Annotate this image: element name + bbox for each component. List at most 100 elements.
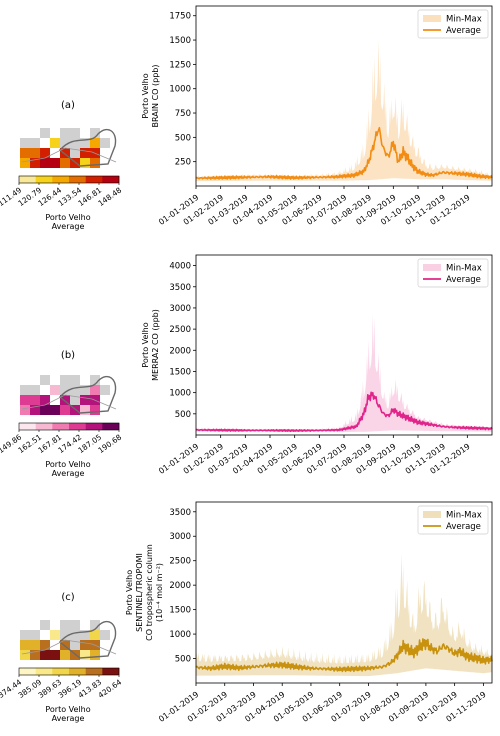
map-cell bbox=[60, 405, 70, 415]
colorbar-segment bbox=[85, 668, 103, 675]
legend-label-average: Average bbox=[446, 26, 481, 36]
colorbar-segment bbox=[102, 668, 120, 675]
map-panel-1: (a)111.49120.79126.44133.54146.81148.48P… bbox=[0, 100, 123, 231]
colorbar-segment bbox=[52, 423, 70, 430]
map-cell bbox=[30, 395, 40, 405]
y-tick-label: 500 bbox=[175, 133, 191, 143]
colorbar-segment bbox=[35, 176, 53, 183]
map-cell bbox=[80, 405, 90, 415]
y-tick-label: 3500 bbox=[169, 508, 191, 518]
y-tick-label: 2000 bbox=[169, 581, 191, 591]
y-axis-label-line: (10⁻⁴ mol m⁻²) bbox=[155, 563, 164, 622]
map-caption-line: Porto Velho bbox=[45, 705, 90, 714]
map-cell bbox=[20, 138, 30, 148]
map-cell bbox=[90, 650, 100, 660]
y-tick-label: 1000 bbox=[169, 389, 191, 399]
y-axis-label-line: BRAIN CO (ppb) bbox=[151, 65, 160, 128]
map-cell bbox=[50, 385, 60, 395]
map-cell bbox=[60, 158, 70, 168]
map-cell bbox=[30, 640, 40, 650]
map-cell bbox=[90, 128, 100, 138]
legend-swatch-minmax bbox=[423, 15, 441, 22]
map-cell bbox=[20, 630, 30, 640]
map-cell bbox=[40, 405, 50, 415]
map-caption-line: Average bbox=[52, 222, 85, 231]
map-cell bbox=[80, 640, 90, 650]
colorbar-segment bbox=[19, 423, 36, 430]
map-cell bbox=[40, 128, 50, 138]
chart-panel-1: 250500750100012501500175001-01-201901-02… bbox=[141, 5, 493, 227]
colorbar-segment bbox=[69, 423, 86, 430]
map-cell bbox=[70, 640, 80, 650]
map-cell bbox=[70, 650, 80, 660]
map-cell bbox=[30, 138, 40, 148]
colorbar-tick-label: 190.68 bbox=[96, 432, 123, 455]
map-cell bbox=[20, 385, 30, 395]
y-tick-label: 1000 bbox=[169, 630, 191, 640]
y-tick-label: 2500 bbox=[169, 557, 191, 567]
y-tick-label: 500 bbox=[175, 655, 191, 665]
y-tick-label: 3000 bbox=[169, 532, 191, 542]
colorbar-segment bbox=[102, 423, 120, 430]
map-cell bbox=[30, 158, 40, 168]
map-river-line bbox=[21, 394, 117, 410]
colorbar-segment bbox=[85, 176, 103, 183]
map-cell bbox=[100, 138, 110, 148]
map-cell bbox=[60, 630, 70, 640]
y-tick-label: 3000 bbox=[169, 304, 191, 314]
map-cell bbox=[60, 640, 70, 650]
map-panel-label: (c) bbox=[61, 592, 74, 603]
series-minmax-band bbox=[196, 314, 492, 432]
map-cell bbox=[60, 128, 70, 138]
colorbar-segment bbox=[102, 176, 120, 183]
map-cell bbox=[20, 148, 30, 158]
colorbar-segment bbox=[19, 176, 36, 183]
y-tick-label: 1250 bbox=[169, 60, 191, 70]
map-cell bbox=[60, 148, 70, 158]
map-cell bbox=[60, 385, 70, 395]
legend-label-minmax: Min-Max bbox=[446, 511, 482, 521]
y-tick-label: 750 bbox=[175, 109, 191, 119]
colorbar-segment bbox=[69, 176, 86, 183]
map-cell bbox=[80, 148, 90, 158]
map-boundary-outline bbox=[58, 375, 117, 414]
plot-frame bbox=[195, 501, 493, 684]
map-cell bbox=[90, 158, 100, 168]
map-river-line bbox=[21, 147, 117, 163]
map-cell bbox=[30, 630, 40, 640]
y-tick-label: 250 bbox=[175, 158, 191, 168]
chart-panel-3: 50010001500200025003000350001-01-201901-… bbox=[125, 501, 493, 724]
map-cell bbox=[70, 128, 80, 138]
y-tick-label: 2000 bbox=[169, 346, 191, 356]
map-cell bbox=[50, 138, 60, 148]
map-cell bbox=[80, 395, 90, 405]
map-cell bbox=[70, 158, 80, 168]
map-river-line bbox=[21, 639, 117, 655]
map-cell bbox=[100, 630, 110, 640]
map-cell bbox=[80, 385, 90, 395]
map-cell bbox=[90, 375, 100, 385]
legend-label-average: Average bbox=[446, 522, 481, 532]
map-cell bbox=[70, 620, 80, 630]
map-cell bbox=[70, 405, 80, 415]
colorbar-segment bbox=[52, 176, 70, 183]
map-cell bbox=[80, 158, 90, 168]
map-cell bbox=[70, 385, 80, 395]
colorbar-segment bbox=[35, 668, 53, 675]
map-cell bbox=[40, 158, 50, 168]
map-cell bbox=[70, 375, 80, 385]
series-minmax-band bbox=[196, 553, 492, 677]
y-tick-label: 1500 bbox=[169, 367, 191, 377]
y-tick-label: 1750 bbox=[169, 12, 191, 22]
y-axis-label-line: MERRA2 CO (ppb) bbox=[151, 309, 160, 381]
legend-swatch-minmax bbox=[423, 264, 441, 271]
colorbar-segment bbox=[52, 668, 70, 675]
y-axis-label-line: CO tropospheric column bbox=[145, 544, 154, 641]
map-cell bbox=[90, 630, 100, 640]
map-cell bbox=[100, 385, 110, 395]
map-caption-line: Porto Velho bbox=[45, 213, 90, 222]
map-panel-label: (a) bbox=[61, 100, 75, 111]
colorbar-tick-label: 148.48 bbox=[96, 185, 123, 208]
y-axis-label-line: Porto Velho bbox=[141, 322, 150, 367]
